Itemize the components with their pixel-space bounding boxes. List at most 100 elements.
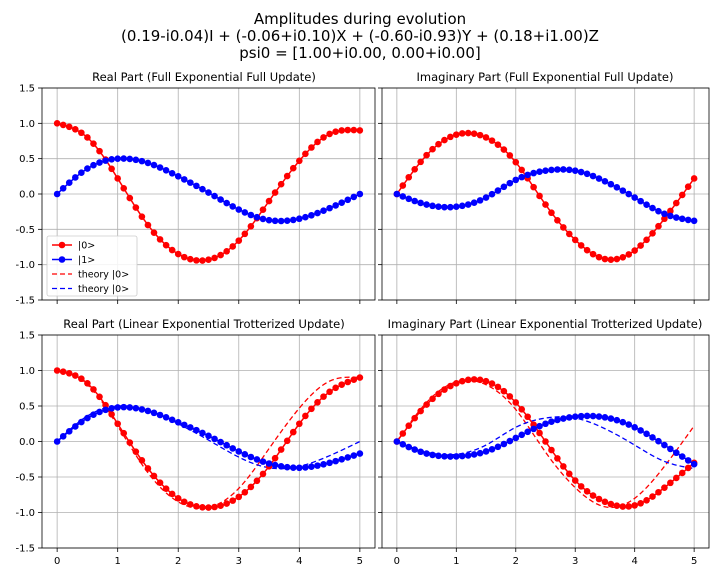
data-point	[283, 437, 291, 445]
subplot-imag-trotter: Imaginary Part (Linear Exponential Trott…	[378, 317, 710, 567]
data-point	[277, 217, 285, 225]
data-point	[601, 498, 609, 506]
data-point	[542, 201, 549, 208]
data-point	[265, 197, 273, 205]
data-point	[560, 224, 567, 231]
data-point	[289, 216, 297, 224]
y-tick-label: -1.5	[15, 296, 35, 307]
data-point	[126, 439, 134, 446]
data-point	[120, 403, 128, 411]
data-point	[476, 131, 484, 139]
data-point	[447, 133, 454, 141]
data-point	[684, 464, 692, 472]
data-point	[423, 151, 430, 159]
data-point	[126, 194, 134, 202]
data-point	[536, 192, 543, 200]
subplot-title: Imaginary Part (Linear Exponential Trott…	[388, 317, 703, 331]
data-point	[441, 386, 448, 393]
data-point	[488, 445, 496, 453]
data-point	[96, 408, 103, 416]
x-tick-label: 2	[513, 556, 519, 567]
data-point	[649, 204, 656, 212]
data-point	[595, 253, 603, 261]
data-point	[138, 157, 146, 165]
data-point	[211, 503, 218, 511]
data-point	[678, 453, 686, 460]
data-point	[332, 202, 339, 209]
data-point	[667, 445, 674, 453]
data-point	[180, 253, 188, 261]
data-point	[253, 213, 261, 221]
data-point	[108, 405, 115, 412]
data-point	[271, 217, 279, 225]
y-tick-label: 1.5	[19, 84, 35, 95]
data-point	[356, 374, 364, 381]
data-point	[138, 406, 146, 413]
data-point	[411, 414, 419, 422]
data-point	[441, 203, 448, 211]
data-point	[53, 438, 61, 445]
legend: |0> |1> theory |0> theory |0>	[46, 235, 138, 297]
axes-frame	[381, 334, 710, 549]
data-point	[631, 502, 638, 509]
data-point	[673, 214, 680, 221]
data-point	[488, 380, 496, 387]
data-point	[150, 472, 158, 480]
data-point	[338, 456, 346, 463]
data-point	[583, 488, 591, 495]
data-point	[102, 401, 109, 409]
data-point	[494, 383, 502, 391]
data-point	[447, 382, 454, 390]
data-point	[583, 170, 591, 178]
data-point	[156, 479, 164, 487]
data-point	[296, 215, 303, 223]
data-point	[156, 411, 164, 419]
data-point	[211, 254, 218, 262]
data-point	[435, 140, 442, 148]
data-point	[72, 174, 79, 181]
data-point	[512, 399, 520, 406]
data-point	[536, 422, 543, 430]
data-point	[607, 180, 615, 188]
data-point	[289, 428, 297, 436]
data-point	[667, 207, 674, 215]
data-point	[482, 377, 490, 385]
data-point	[338, 381, 346, 388]
data-point	[53, 120, 61, 127]
data-point	[241, 489, 249, 496]
y-tick-label: -1.5	[15, 544, 35, 555]
data-point	[223, 441, 230, 449]
data-point	[120, 429, 128, 437]
data-point	[332, 457, 339, 465]
data-point	[595, 495, 603, 503]
data-point	[205, 256, 212, 264]
data-point	[344, 196, 352, 204]
data-point	[399, 193, 407, 200]
data-point	[156, 236, 164, 243]
data-point	[271, 189, 279, 196]
data-point	[482, 134, 490, 141]
data-point	[235, 237, 243, 244]
data-point	[625, 421, 633, 428]
data-point	[308, 463, 315, 470]
data-point	[548, 166, 555, 174]
data-point	[571, 477, 579, 484]
data-point	[411, 166, 419, 173]
data-point	[205, 504, 212, 511]
data-point	[229, 497, 237, 504]
data-point	[65, 123, 73, 131]
x-tick-label: 5	[357, 556, 363, 567]
data-point	[500, 183, 508, 191]
data-point	[441, 136, 448, 144]
data-point	[435, 203, 442, 211]
data-point	[429, 202, 436, 210]
data-point	[625, 251, 633, 258]
data-point	[84, 165, 91, 172]
data-point	[247, 453, 255, 461]
data-point	[476, 197, 484, 204]
data-point	[96, 393, 103, 401]
x-tick-label: 3	[572, 556, 578, 567]
data-point	[350, 376, 358, 384]
data-point	[72, 423, 79, 430]
data-point	[690, 460, 698, 468]
